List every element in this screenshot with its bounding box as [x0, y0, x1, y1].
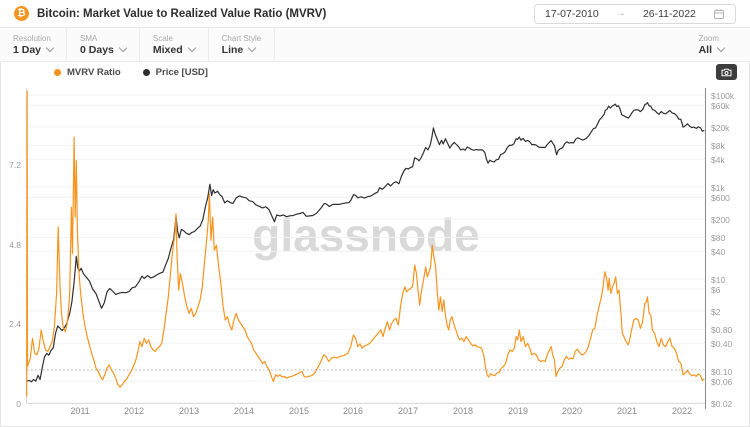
- header: ₿ Bitcoin: Market Value to Realized Valu…: [0, 0, 750, 28]
- x-axis-year-label: 2017: [397, 406, 419, 416]
- calendar-icon[interactable]: [713, 8, 725, 20]
- resolution-value: 1 Day: [13, 43, 42, 56]
- date-range-arrow-icon: →: [615, 8, 626, 19]
- right-axis-tick: $4k: [711, 155, 725, 165]
- right-axis-tick: $60k: [711, 101, 730, 111]
- right-axis-tick: $10: [711, 275, 726, 285]
- chart-style-label: Chart Style: [221, 33, 262, 43]
- right-axis-tick: $0.06: [711, 377, 733, 387]
- resolution-dropdown[interactable]: Resolution 1 Day: [0, 28, 68, 61]
- legend-item-mvrv[interactable]: MVRV Ratio: [54, 67, 121, 78]
- toolbar: Resolution 1 Day SMA 0 Days Scale Mixed …: [0, 28, 750, 62]
- x-axis-year-label: 2016: [342, 406, 364, 416]
- x-axis-year-label: 2013: [178, 406, 200, 416]
- right-axis-tick: $80: [711, 233, 726, 243]
- chevron-down-icon: [716, 43, 726, 53]
- scale-value: Mixed: [152, 43, 183, 56]
- right-axis-tick: $6: [711, 285, 721, 295]
- legend-mvrv-label: MVRV Ratio: [67, 67, 121, 78]
- zoom-dropdown[interactable]: Zoom All: [686, 28, 750, 61]
- title-group: ₿ Bitcoin: Market Value to Realized Valu…: [14, 6, 326, 21]
- right-axis-tick: $100k: [711, 91, 735, 101]
- right-axis-tick: $0.80: [711, 325, 733, 335]
- x-axis-year-label: 2018: [452, 406, 474, 416]
- chevron-down-icon: [248, 43, 257, 53]
- camera-button[interactable]: [716, 64, 737, 80]
- right-axis-tick: $200: [711, 215, 730, 225]
- watermark: glassnode: [252, 209, 480, 261]
- x-axis-year-label: 2020: [561, 406, 583, 416]
- zoom-value: All: [698, 43, 712, 56]
- scale-dropdown[interactable]: Scale Mixed: [140, 28, 209, 61]
- price-series-dot: [142, 69, 150, 76]
- resolution-label: Resolution: [13, 33, 51, 43]
- camera-icon: [721, 68, 732, 76]
- sma-dropdown[interactable]: SMA 0 Days: [67, 28, 140, 61]
- date-to-value[interactable]: 26-11-2022: [642, 7, 696, 20]
- right-axis-tick: $2: [711, 307, 721, 317]
- right-axis-tick: $1k: [711, 183, 725, 193]
- bitcoin-icon: ₿: [14, 6, 29, 21]
- date-from-value[interactable]: 17-07-2010: [545, 7, 599, 20]
- x-axis-year-label: 2022: [671, 406, 693, 416]
- right-axis-tick: $0.02: [711, 399, 733, 409]
- right-axis-tick: $600: [711, 193, 730, 203]
- date-range-picker[interactable]: 17-07-2010 → 26-11-2022: [534, 3, 736, 24]
- zoom-label: Zoom: [698, 33, 720, 43]
- right-axis-tick: $20k: [711, 123, 730, 133]
- left-axis-tick: 4.8: [9, 240, 21, 250]
- sma-value: 0 Days: [80, 43, 114, 56]
- scale-label: Scale: [152, 33, 173, 43]
- chart-style-dropdown[interactable]: Chart Style Line: [209, 28, 276, 61]
- x-axis-year-label: 2019: [507, 406, 529, 416]
- x-axis-year-label: 2011: [70, 406, 90, 416]
- legend-price-label: Price [USD]: [155, 67, 208, 78]
- right-axis-tick: $0.40: [711, 339, 733, 349]
- x-axis-year-label: 2012: [123, 406, 145, 416]
- legend-item-price[interactable]: Price [USD]: [142, 67, 208, 78]
- x-axis-year-label: 2021: [616, 406, 638, 416]
- left-axis-tick: 0: [16, 399, 21, 409]
- chevron-down-icon: [187, 43, 196, 53]
- chevron-down-icon: [118, 43, 128, 53]
- page-title: Bitcoin: Market Value to Realized Value …: [37, 7, 327, 20]
- mvrv-series-dot: [54, 69, 61, 76]
- right-axis-tick: $8k: [711, 141, 725, 151]
- right-axis-tick: $40: [711, 247, 726, 257]
- chevron-down-icon: [45, 43, 55, 53]
- chart-style-value: Line: [221, 43, 244, 56]
- right-axis-tick: $0.10: [711, 367, 733, 377]
- x-axis-year-label: 2014: [233, 406, 255, 416]
- left-axis-tick: 2.4: [9, 319, 21, 329]
- legend: MVRV Ratio Price [USD]: [54, 67, 208, 78]
- x-axis-year-label: 2015: [288, 406, 310, 416]
- sma-label: SMA: [80, 33, 98, 43]
- left-axis-tick: 7.2: [9, 160, 21, 170]
